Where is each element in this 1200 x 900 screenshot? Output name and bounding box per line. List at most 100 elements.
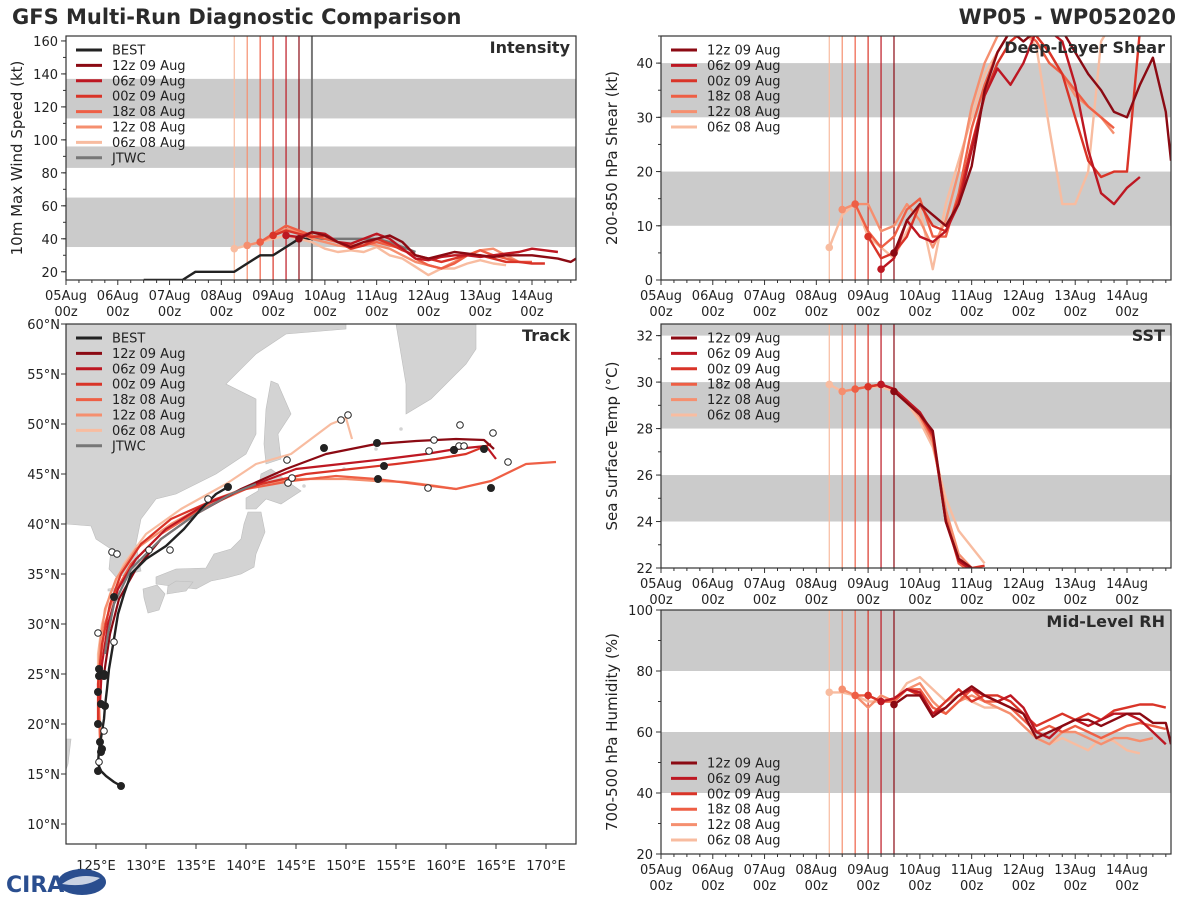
shear-ytick-label: 20 [636,166,653,181]
shear-init-point-12z-08-aug [838,205,847,214]
shear-ytick-label: 30 [636,111,653,126]
track-point-open-06z-08-aug [344,411,352,419]
track-point-open-12z-08-aug [424,484,432,492]
sst-init-point-00z-09-aug [864,382,872,391]
track-ytick-label: 50°N [27,418,60,433]
sst-legend-label-06z-09-aug: 06z 09 Aug [707,347,781,362]
rh-panel: 2040608010005Aug00z06Aug00z07Aug00z08Aug… [603,604,1172,894]
island-5 [254,517,258,521]
track-point-open-06z-08-aug [283,456,291,464]
sst-xtick-label-hour: 00z [649,593,673,608]
rh-panel-title: Mid-Level RH [1046,612,1165,631]
sst-xtick-label-hour: 00z [1012,593,1036,608]
logo-text: CIRA [6,873,64,898]
rh-ytick-label: 60 [636,726,653,741]
rh-legend-label-12z-09-aug: 12z 09 Aug [707,757,781,772]
intensity-legend-label-12z-08-aug: 12z 08 Aug [112,121,186,136]
shear-init-point-06z-09-aug [877,265,885,273]
rh-legend-label-18z-08-aug: 18z 08 Aug [707,803,781,818]
sst-init-point-18z-08-aug [851,385,859,393]
track-ytick-label: 20°N [27,718,60,733]
rh-xtick-label-hour: 00z [649,879,673,894]
track-point-open-best [110,638,118,646]
track-xtick-label: 170°E [526,859,566,874]
rh-xtick-label-hour: 00z [908,879,932,894]
intensity-xtick-label-day: 09Aug [252,289,294,304]
land-luzon [66,738,72,771]
track-point-open-best [204,495,212,503]
intensity-xtick-label-hour: 00z [469,305,493,320]
shear-legend-label-12z-09-aug: 12z 09 Aug [707,44,781,59]
rh-xtick-label-day: 09Aug [847,863,889,878]
shear-xtick-label-hour: 00z [805,305,829,320]
track-xtick-label: 155°E [376,859,416,874]
rh-legend-label-06z-08-aug: 06z 08 Aug [707,834,781,849]
intensity-xtick-label-day: 13Aug [459,289,501,304]
track-point-open-best [94,629,102,637]
track-xtick-label: 165°E [476,859,516,874]
shear-series-06z-09-aug [880,36,1141,271]
track-point-filled-18z-08-aug [96,738,104,746]
track-ytick-label: 60°N [27,318,60,333]
intensity-frame [65,35,577,281]
track-point-filled-12z-08-aug [94,688,102,696]
track-xtick-label: 145°E [276,859,316,874]
sst-panel-title: SST [1132,326,1165,345]
shear-legend-label-00z-09-aug: 00z 09 Aug [707,74,781,89]
sst-xtick-label-day: 10Aug [899,577,941,592]
track-xtick-label: 135°E [176,859,216,874]
intensity-legend-label-06z-08-aug: 06z 08 Aug [112,136,186,151]
track-point-filled-18z-08-aug [374,475,382,483]
rh-ylabel: 700-500 hPa Humidity (%) [603,633,621,831]
land-asia [66,324,347,578]
shear-init-point-06z-08-aug [825,243,834,252]
land-shikoku [166,580,194,595]
track-point-open-06z-09-aug [425,447,433,455]
track-series-18z-08-aug [97,460,557,743]
sst-xtick-label-day: 09Aug [847,577,889,592]
intensity-xtick-label-day: 10Aug [304,289,346,304]
shear-panel: 01020304005Aug00z06Aug00z07Aug00z08Aug00… [603,35,1172,320]
figure-title: GFS Multi-Run Diagnostic Comparison [12,5,461,29]
shear-xtick-label-hour: 00z [1012,305,1036,320]
rh-ytick-label: 40 [636,787,653,802]
track-ytick-label: 25°N [27,668,60,683]
track-point-filled-06z-09-aug [480,445,488,453]
rh-ytick-label: 100 [628,604,653,619]
intensity-xtick-label-hour: 00z [158,305,182,320]
rh-xtick-label-day: 08Aug [795,863,837,878]
rh-xtick-label-day: 05Aug [640,863,682,878]
intensity-ytick-label: 160 [33,35,58,50]
intensity-ylabel: 10m Max Wind Speed (kt) [8,61,26,256]
track-ytick-label: 15°N [27,768,60,783]
sst-xtick-label-day: 13Aug [1054,577,1096,592]
track-point-filled-12z-09-aug [450,446,458,454]
shear-init-point-18z-08-aug [851,200,859,208]
track-ytick-label: 45°N [27,468,60,483]
sst-xtick-label-day: 11Aug [951,577,993,592]
rh-init-point-00z-09-aug [864,691,872,700]
intensity-legend-label-jtwc: JTWC [111,151,146,166]
track-point-filled-best [117,782,125,790]
sst-ylabel: Sea Surface Temp (°C) [603,361,621,530]
sst-xtick-label-hour: 00z [1064,593,1088,608]
rh-xtick-label-day: 07Aug [744,863,786,878]
sst-xtick-label-day: 12Aug [1002,577,1044,592]
storm-id-title: WP05 - WP052020 [959,5,1176,29]
rh-xtick-label-day: 06Aug [692,863,734,878]
rh-band-0 [661,732,1171,793]
sst-band-2 [661,324,1171,336]
rh-ytick-label: 20 [636,848,653,863]
shear-xtick-label-day: 14Aug [1106,289,1148,304]
sst-legend-label-18z-08-aug: 18z 08 Aug [707,378,781,393]
rh-legend-label-06z-09-aug: 06z 09 Aug [707,772,781,787]
island-4 [302,484,306,488]
shear-ytick-label: 0 [645,274,653,289]
sst-panel: 22242628303205Aug00z06Aug00z07Aug00z08Au… [603,323,1172,608]
track-series-12z-09-aug [102,437,495,675]
shear-xtick-label-day: 13Aug [1054,289,1096,304]
track-point-open-12z-08-aug [284,479,292,487]
intensity-legend-label-18z-08-aug: 18z 08 Aug [112,105,186,120]
track-point-filled-best [224,483,232,491]
track-point-filled-12z-08-aug [97,748,105,756]
